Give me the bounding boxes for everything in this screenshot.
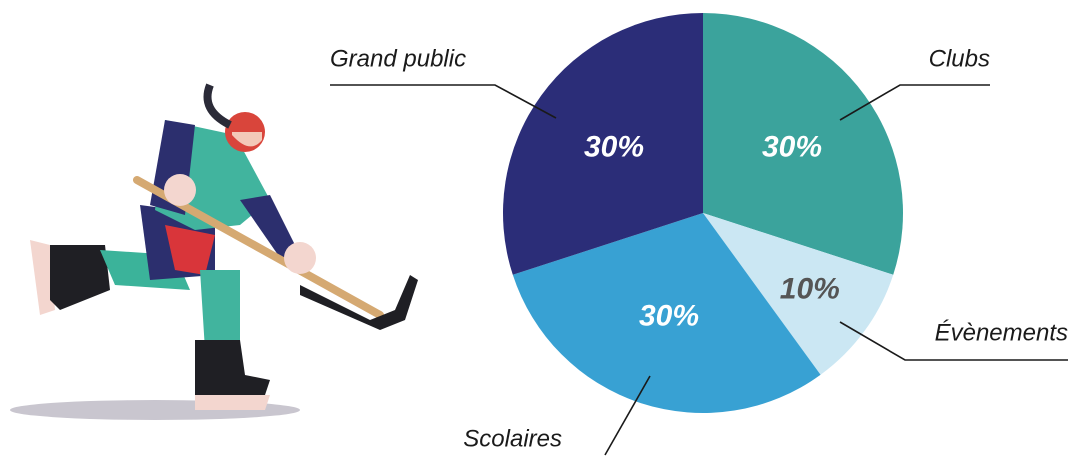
category-label: Scolaires: [463, 425, 562, 452]
leader-line: [330, 85, 556, 118]
category-label: Grand public: [330, 45, 466, 72]
value-label: 10%: [780, 273, 840, 306]
illustration: [10, 85, 418, 420]
category-label: Évènements: [935, 319, 1068, 346]
page: 30% Clubs 10% Évènements 30% Scolaires 30% Gran…: [0, 0, 1072, 459]
value-label: 30%: [762, 130, 822, 163]
value-label: 30%: [584, 130, 644, 163]
chart: 30% Clubs 10% Évènements 30% Scolaires 30% Gran…: [0, 0, 1072, 459]
category-label: Clubs: [929, 45, 990, 72]
value-label: 30%: [639, 300, 699, 333]
